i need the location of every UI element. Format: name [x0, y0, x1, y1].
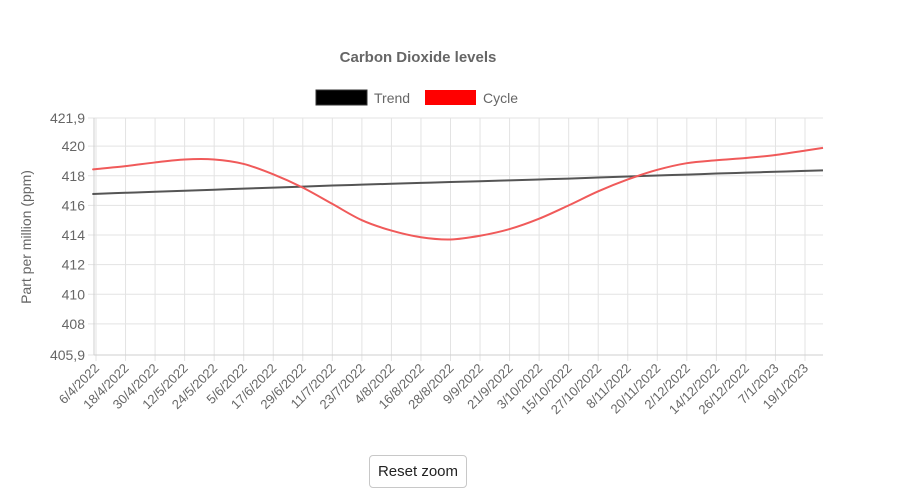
- y-tick-label: 416: [62, 197, 86, 213]
- legend-item-trend[interactable]: Trend: [315, 89, 410, 106]
- legend-swatch-trend: [315, 89, 368, 106]
- x-axis-ticks: 6/4/202218/4/202230/4/202212/5/202224/5/…: [56, 361, 811, 418]
- y-tick-label: 412: [62, 257, 86, 273]
- legend-label-cycle: Cycle: [483, 90, 518, 106]
- legend-item-cycle[interactable]: Cycle: [425, 90, 518, 106]
- grid-lines: [88, 117, 823, 361]
- y-tick-label: 420: [62, 138, 86, 154]
- series-lines: [92, 146, 824, 241]
- chart-title: Carbon Dioxide levels: [340, 49, 497, 66]
- y-tick-label: 414: [62, 227, 86, 243]
- y-axis-title: Part per million (ppm): [18, 170, 34, 304]
- reset-zoom-button[interactable]: Reset zoom: [369, 455, 467, 488]
- y-tick-label: 408: [62, 316, 86, 332]
- series-line-trend: [92, 169, 824, 195]
- legend-swatch-cycle: [425, 90, 476, 105]
- y-tick-label: 418: [62, 168, 86, 184]
- y-tick-label: 405,9: [50, 347, 85, 363]
- series-line-cycle: [92, 146, 824, 241]
- legend-label-trend: Trend: [374, 90, 410, 106]
- legend: Trend Cycle: [315, 89, 518, 106]
- y-tick-label: 421,9: [50, 110, 85, 126]
- y-tick-label: 410: [62, 286, 86, 302]
- co2-line-chart: Carbon Dioxide levels Trend Cycle Part p…: [18, 49, 824, 418]
- y-axis-ticks: 421,9 420 418 416 414 412 410 408 405,9: [50, 110, 85, 363]
